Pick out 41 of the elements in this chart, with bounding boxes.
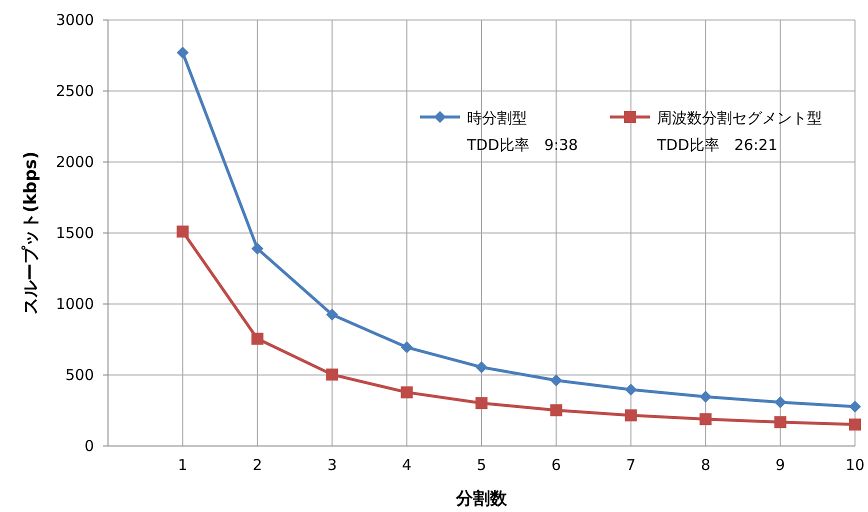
- point: [400, 386, 413, 398]
- point: [550, 374, 562, 386]
- x-tick-label: 3: [327, 456, 337, 474]
- point: [700, 413, 712, 426]
- y-tick-label: 3000: [56, 11, 94, 29]
- legend-label: 時分割型TDD比率 9:38: [466, 109, 578, 154]
- point: [624, 409, 637, 422]
- point: [624, 384, 637, 396]
- point: [251, 242, 264, 255]
- x-tick-label: 4: [402, 456, 412, 474]
- x-tick-label: 1: [178, 456, 188, 474]
- point: [176, 226, 189, 238]
- point: [700, 390, 712, 403]
- x-tick-label: 10: [845, 456, 865, 474]
- x-tick-label: 9: [776, 456, 786, 474]
- point: [326, 368, 338, 381]
- point: [476, 361, 488, 374]
- point: [849, 400, 861, 413]
- y-tick-label: 1000: [56, 295, 94, 313]
- point: [774, 416, 786, 428]
- y-tick-label: 1500: [56, 224, 94, 242]
- y-tick-label: 2000: [56, 153, 94, 171]
- y-axis-title: スループット(kbps): [21, 151, 41, 315]
- x-axis-title: 分割数: [455, 489, 508, 509]
- point: [774, 396, 786, 408]
- point: [326, 308, 338, 321]
- legend-label: 周波数分割セグメント型TDD比率 26:21: [656, 109, 822, 154]
- point: [550, 404, 562, 416]
- x-tick-label: 2: [252, 456, 262, 474]
- x-tick-label: 7: [626, 456, 636, 474]
- x-tick-label: 8: [700, 456, 710, 474]
- point: [476, 397, 488, 410]
- point: [849, 418, 861, 431]
- point: [251, 332, 264, 345]
- y-tick-label: 0: [84, 437, 94, 455]
- x-tick-label: 5: [476, 456, 486, 474]
- y-tick-label: 2500: [56, 82, 94, 100]
- x-tick-label: 6: [551, 456, 561, 474]
- y-tick-label: 500: [65, 366, 94, 384]
- point: [176, 46, 189, 59]
- point: [400, 341, 413, 354]
